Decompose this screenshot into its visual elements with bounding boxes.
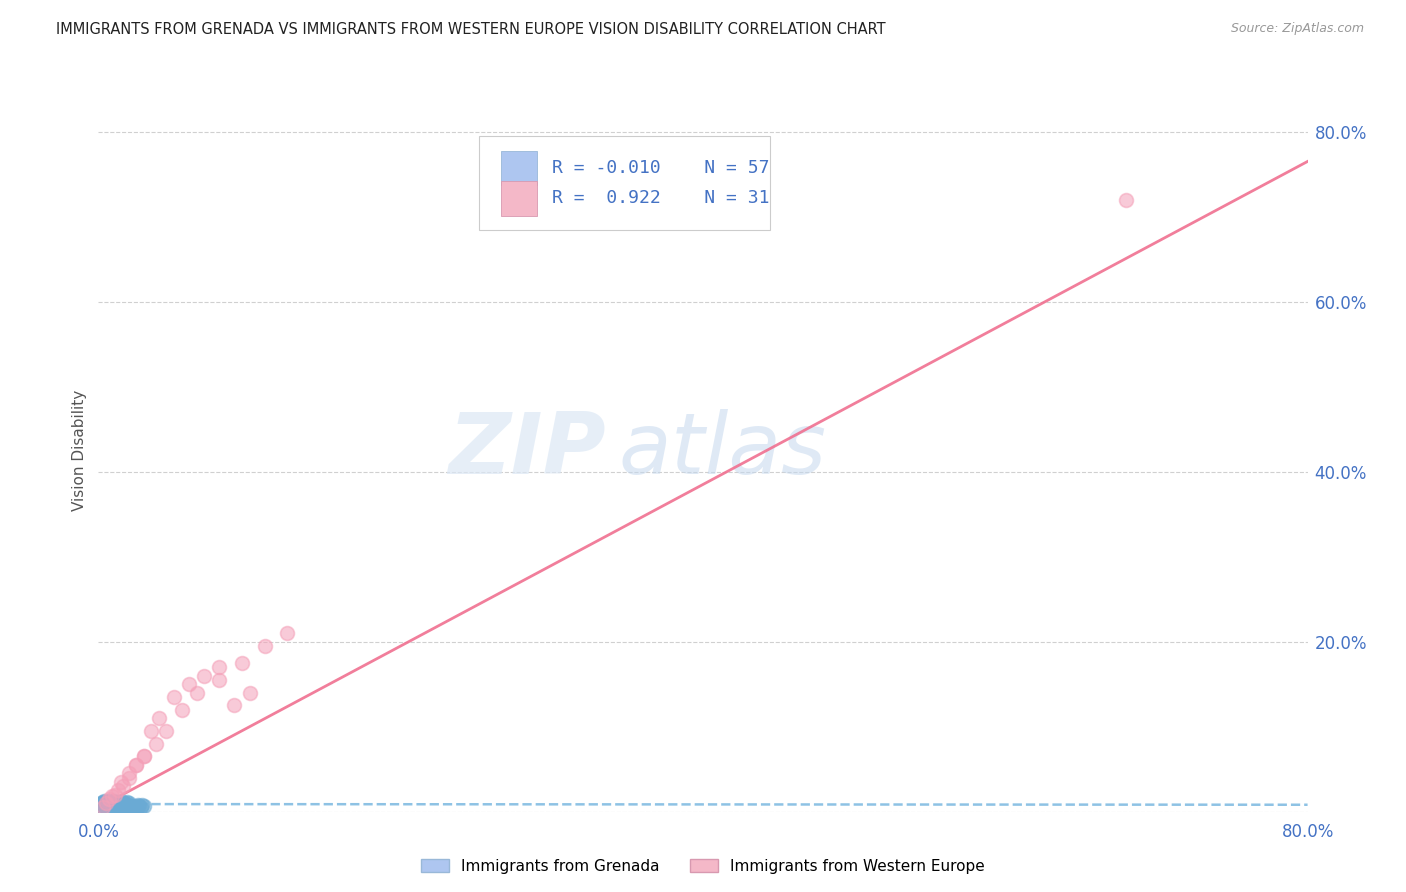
Point [98,799,121,814]
Point [111,799,134,814]
Point [110,797,132,811]
Point [107,783,129,797]
Text: R =  0.922    N = 31: R = 0.922 N = 31 [551,189,769,207]
Point [125,758,148,772]
Point [98,792,121,806]
Point [128,798,150,813]
Point [141,723,163,738]
Point [96,795,118,809]
Point [231,656,253,670]
Point [103,794,125,808]
Point [179,677,201,691]
Point [120,798,142,813]
Point [118,797,141,812]
Point [122,800,145,814]
Point [98,796,121,810]
Y-axis label: Vision Disability: Vision Disability [72,390,87,511]
Point [93,794,115,808]
Point [125,758,148,772]
Point [1115,193,1137,207]
FancyBboxPatch shape [501,181,537,216]
Point [114,797,136,811]
Point [108,797,131,812]
Point [98,794,121,808]
Point [239,686,262,700]
Point [107,796,129,810]
Point [111,796,134,810]
Point [112,797,135,812]
Point [96,797,118,811]
Point [114,798,136,813]
Point [118,796,141,810]
Point [132,798,155,813]
Point [93,797,115,812]
Point [208,660,231,674]
Point [100,796,122,810]
Point [94,796,117,810]
Point [94,796,117,810]
Point [115,796,138,810]
Point [91,797,114,811]
Point [90,798,112,813]
Point [101,798,124,813]
Point [276,626,298,640]
Point [115,799,138,814]
Point [104,788,127,802]
Point [96,797,118,811]
Point [107,799,129,814]
Point [129,799,152,814]
Point [148,711,170,725]
Point [91,799,114,814]
Text: atlas: atlas [619,409,827,492]
Point [163,690,186,704]
Point [118,766,141,780]
Point [94,796,117,810]
Point [131,797,153,812]
Text: R = -0.010    N = 57: R = -0.010 N = 57 [551,159,769,177]
Point [89,800,111,814]
Point [110,798,132,813]
Point [108,796,131,810]
Point [253,639,276,653]
Point [103,799,125,814]
FancyBboxPatch shape [501,151,537,186]
Point [91,799,114,814]
Text: Source: ZipAtlas.com: Source: ZipAtlas.com [1230,22,1364,36]
Point [145,737,167,751]
Point [104,797,127,812]
Point [132,749,155,764]
Point [127,797,149,812]
Point [118,771,141,785]
Point [105,797,128,811]
Point [110,775,132,789]
Point [208,673,231,687]
Point [193,669,215,683]
Point [132,749,155,764]
Point [93,796,115,810]
Point [186,686,208,700]
Point [124,798,146,813]
Text: ZIP: ZIP [449,409,606,492]
Point [90,796,112,810]
Point [100,796,122,810]
Point [105,798,128,813]
Point [100,797,122,812]
Point [111,779,134,793]
Point [91,795,114,809]
Point [103,796,125,810]
Point [125,799,148,814]
Point [101,795,124,809]
Point [155,723,177,738]
Point [224,698,246,713]
Point [104,796,127,810]
Point [112,796,135,810]
Text: IMMIGRANTS FROM GRENADA VS IMMIGRANTS FROM WESTERN EUROPE VISION DISABILITY CORR: IMMIGRANTS FROM GRENADA VS IMMIGRANTS FR… [56,22,886,37]
Legend: Immigrants from Grenada, Immigrants from Western Europe: Immigrants from Grenada, Immigrants from… [415,853,991,880]
Point [94,798,117,813]
Point [101,797,124,811]
Point [101,789,124,804]
FancyBboxPatch shape [479,136,769,230]
Point [170,703,193,717]
Point [121,799,143,814]
